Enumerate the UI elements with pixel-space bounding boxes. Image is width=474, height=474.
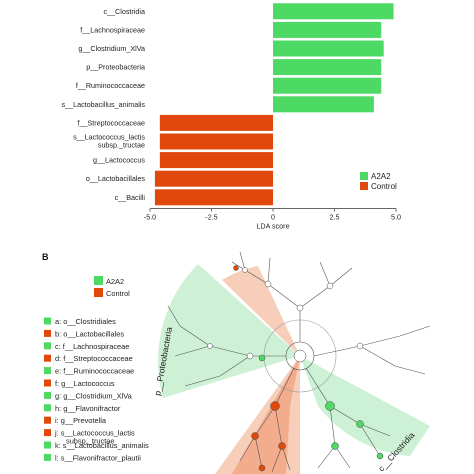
x-axis: -5.0 -2.5 0 2.5 5.0: [144, 208, 401, 222]
taxa-label: e: f__Ruminococcaceae: [55, 367, 134, 376]
taxa-label: h: g__Flavonifractor: [55, 404, 121, 413]
legend-label-control: Control: [106, 289, 130, 298]
clade-sector-clostridia: [300, 356, 430, 456]
bar-f-streptococcaceae: [159, 114, 273, 131]
taxa-swatch: [44, 453, 51, 461]
category-label: f__Lachnospiraceae: [80, 25, 145, 34]
taxa-swatch: [44, 391, 51, 399]
category-label: o__Lactobacillales: [86, 174, 146, 183]
category-label: c__Bacilli: [115, 193, 146, 202]
legend-label-a2a2: A2A2: [106, 277, 124, 286]
legend-label: Control: [371, 182, 397, 191]
bar-c-bacilli: [154, 189, 273, 206]
category-label: f__Ruminococcaceae: [76, 81, 145, 90]
taxa-label: j: s__Lactococcus_lactis subsp._tructae: [54, 429, 135, 446]
taxa-swatch: [44, 342, 51, 350]
taxa-label: a: o__Clostridiales: [55, 317, 116, 326]
x-tick-label: 2.5: [330, 213, 340, 222]
legend-swatch-a2a2: [94, 276, 103, 285]
lda-bar-chart: c__Clostridia f__Lachnospiraceae g__Clostr…: [61, 3, 401, 230]
x-tick-label: 5.0: [391, 213, 401, 222]
taxa-label: k: s__Lactobacillus_animalis: [55, 441, 149, 450]
legend-swatch: [360, 172, 368, 180]
x-axis-title: LDA score: [256, 222, 289, 230]
bar-p-proteobacteria: [273, 59, 382, 76]
cladogram-tree: p__Proteobacteria c__Clostridia: [152, 251, 431, 474]
legend-swatch-control: [94, 288, 103, 297]
category-label: g__Lactococcus: [93, 156, 145, 165]
category-label: f__Streptococcaceae: [77, 118, 145, 127]
bar-c-clostridia: [273, 3, 394, 20]
cladogram-group-legend: A2A2 Control: [94, 276, 130, 298]
category-label: s__Lactococcus_lactis subsp._tructae: [73, 133, 145, 150]
taxa-label: i: g__Prevotella: [55, 416, 107, 425]
taxa-label: c: f__Lachnospiraceae: [55, 342, 129, 351]
bars-layer: [154, 3, 394, 206]
taxa-swatch: [44, 379, 51, 387]
legend-label: A2A2: [371, 172, 391, 181]
taxa-swatch: [44, 429, 51, 437]
category-label: s__Lactobacillus_animalis: [61, 100, 145, 109]
bar-g-clostridium-xlva: [273, 40, 384, 57]
bar-f-ruminococcaceae: [273, 77, 382, 94]
taxa-label: b: o__Lactobacillales: [55, 329, 124, 338]
taxa-swatch: [44, 367, 51, 375]
taxa-label: g: g__Clostridium_XlVa: [55, 391, 133, 400]
bar-f-lachnospiraceae: [273, 21, 382, 38]
x-tick-label: -5.0: [144, 213, 156, 222]
taxa-swatch: [44, 441, 51, 449]
cladogram-figure: B: [42, 251, 431, 474]
category-label: g__Clostridium_XlVa: [78, 44, 145, 53]
bar-s-lactobacillus-animalis: [273, 96, 374, 113]
category-label: p__Proteobacteria: [86, 63, 145, 72]
taxa-swatch: [44, 329, 51, 337]
taxa-label: f: g__Lactococcus: [55, 379, 115, 388]
taxa-swatch: [44, 354, 51, 362]
taxa-label: l: s__Flavonifractor_plautii: [55, 453, 141, 462]
clade-sector-control-top: [222, 266, 300, 356]
taxa-swatch: [44, 416, 51, 424]
taxa-key: a: o__Clostridiales b: o__Lactobacillales…: [44, 317, 149, 462]
x-tick-label: 0: [271, 213, 275, 222]
panel-letter: B: [42, 252, 49, 262]
category-label: c__Clostridia: [103, 7, 145, 16]
legend-swatch: [360, 182, 368, 190]
taxa-label: d: f__Streptococcaceae: [55, 354, 133, 363]
x-tick-label: -2.5: [205, 213, 217, 222]
bar-o-lactobacillales: [154, 170, 273, 187]
clade-sector-proteobacteria: [157, 264, 300, 398]
cladogram-nodes: [207, 265, 384, 472]
bar-g-lactococcus: [159, 152, 273, 169]
category-labels: c__Clostridia f__Lachnospiraceae g__Clostr…: [61, 7, 145, 202]
taxa-swatch: [44, 404, 51, 412]
bar-s-lactococcus-lactis-subsp-tructae: [159, 133, 273, 150]
taxa-swatch: [44, 317, 51, 325]
